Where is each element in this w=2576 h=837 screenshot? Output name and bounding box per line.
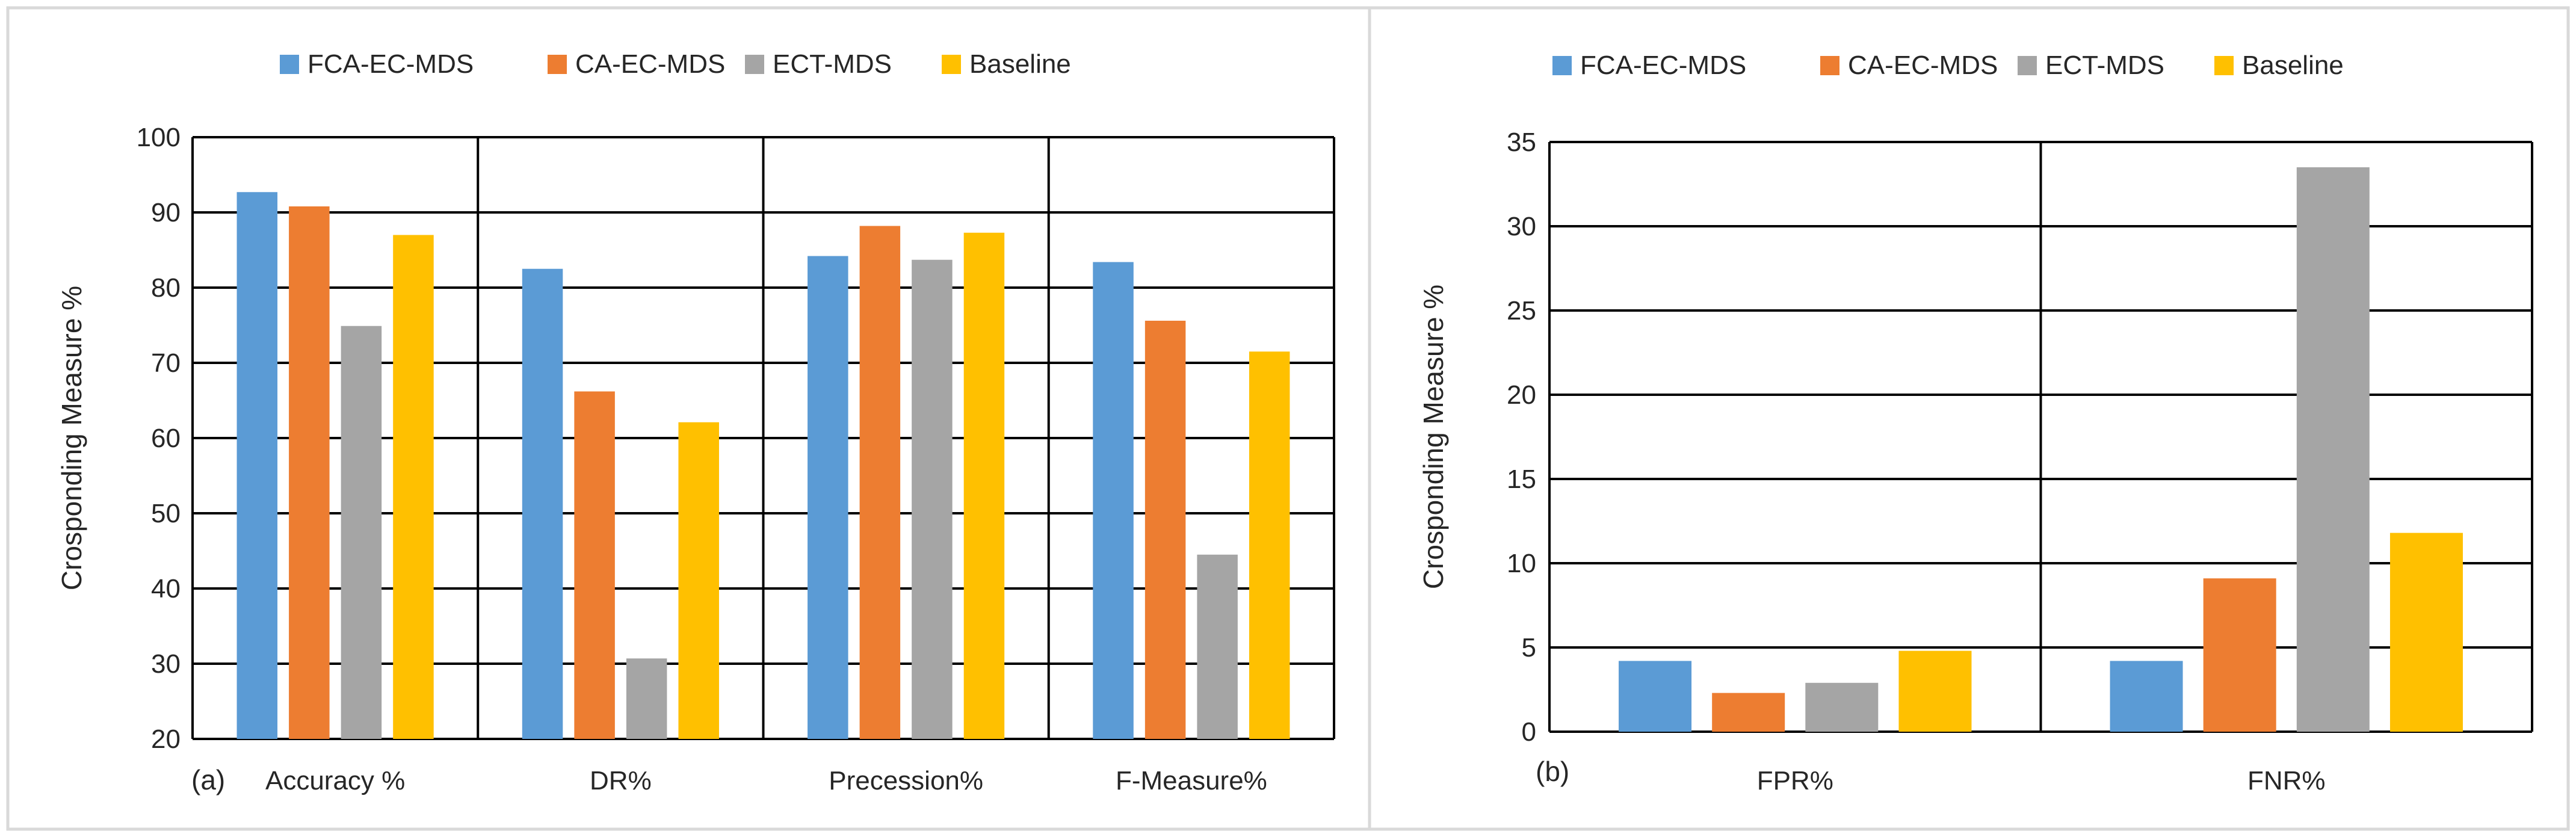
bar	[1898, 650, 1972, 732]
bar	[341, 326, 382, 739]
bar	[2389, 533, 2463, 732]
y-tick-label: 100	[137, 123, 181, 152]
legend-label: ECT-MDS	[2045, 51, 2164, 80]
bar	[859, 226, 901, 739]
legend-label: Baseline	[2242, 51, 2344, 80]
bar	[289, 206, 330, 739]
bar	[522, 268, 563, 739]
legend-label: FCA-EC-MDS	[307, 49, 474, 79]
x-category-label: FNR%	[2247, 766, 2326, 795]
y-tick-label: 10	[1507, 549, 1536, 578]
legend-swatch	[1820, 56, 1839, 75]
y-axis-label: Crosponding Measure %	[1418, 285, 1449, 589]
legend-swatch	[1552, 56, 1572, 75]
y-tick-label: 60	[151, 424, 181, 453]
y-tick-label: 5	[1522, 633, 1536, 662]
bar	[1805, 682, 1879, 732]
legend-swatch	[2214, 56, 2234, 75]
x-category-label: Accuracy %	[265, 766, 405, 795]
bar	[963, 232, 1005, 739]
y-tick-label: 70	[151, 348, 181, 378]
x-category-label: F-Measure%	[1116, 766, 1267, 795]
y-tick-label: 90	[151, 198, 181, 227]
y-tick-label: 40	[151, 574, 181, 604]
bar	[1144, 321, 1186, 739]
legend-swatch	[280, 55, 299, 74]
legend-label: FCA-EC-MDS	[1580, 51, 1746, 80]
y-tick-label: 20	[1507, 380, 1536, 410]
x-category-label: Precession%	[829, 766, 983, 795]
y-tick-label: 80	[151, 273, 181, 303]
bar	[236, 192, 278, 739]
panel-label: (b)	[1536, 756, 1569, 787]
bar	[393, 235, 434, 739]
bar	[2203, 578, 2276, 732]
bar	[626, 658, 667, 739]
bar	[2110, 661, 2183, 732]
legend-label: CA-EC-MDS	[1848, 51, 1998, 80]
bar	[574, 391, 615, 739]
x-category-label: DR%	[590, 766, 652, 795]
chart-b: 0 5 10 15 20 25 30 35 FPR% FNR% Crosponding Measur…	[1418, 51, 2533, 795]
y-tick-label: 50	[151, 499, 181, 528]
bar	[1093, 262, 1134, 739]
legend-label: Baseline	[969, 49, 1071, 79]
legend-swatch	[2018, 56, 2037, 75]
y-axis-label: Crosponding Measure %	[56, 286, 87, 590]
y-tick-label: 35	[1507, 128, 1536, 157]
legend-swatch	[942, 55, 961, 74]
y-tick-label: 25	[1507, 296, 1536, 326]
y-tick-label: 15	[1507, 465, 1536, 494]
legend-label: CA-EC-MDS	[575, 49, 725, 79]
bar	[2296, 167, 2370, 732]
x-category-label: FPR%	[1757, 766, 1833, 795]
legend-swatch	[548, 55, 567, 74]
y-tick-label: 30	[151, 649, 181, 679]
bar	[1619, 661, 1692, 732]
bar	[912, 259, 953, 739]
y-tick-label: 0	[1522, 717, 1536, 747]
bar	[1712, 693, 1785, 732]
legend-swatch	[745, 55, 764, 74]
bar	[1197, 554, 1238, 739]
bar	[808, 256, 848, 739]
chart-a: 20 30 40 50 60 70 80 90 100 Accuracy % DR% Precessi…	[56, 49, 1335, 795]
panel-label: (a)	[191, 764, 225, 795]
bar	[1249, 351, 1290, 739]
bar	[678, 422, 719, 739]
legend-label: ECT-MDS	[773, 49, 892, 79]
y-tick-label: 20	[151, 724, 181, 754]
y-tick-label: 30	[1507, 212, 1536, 241]
